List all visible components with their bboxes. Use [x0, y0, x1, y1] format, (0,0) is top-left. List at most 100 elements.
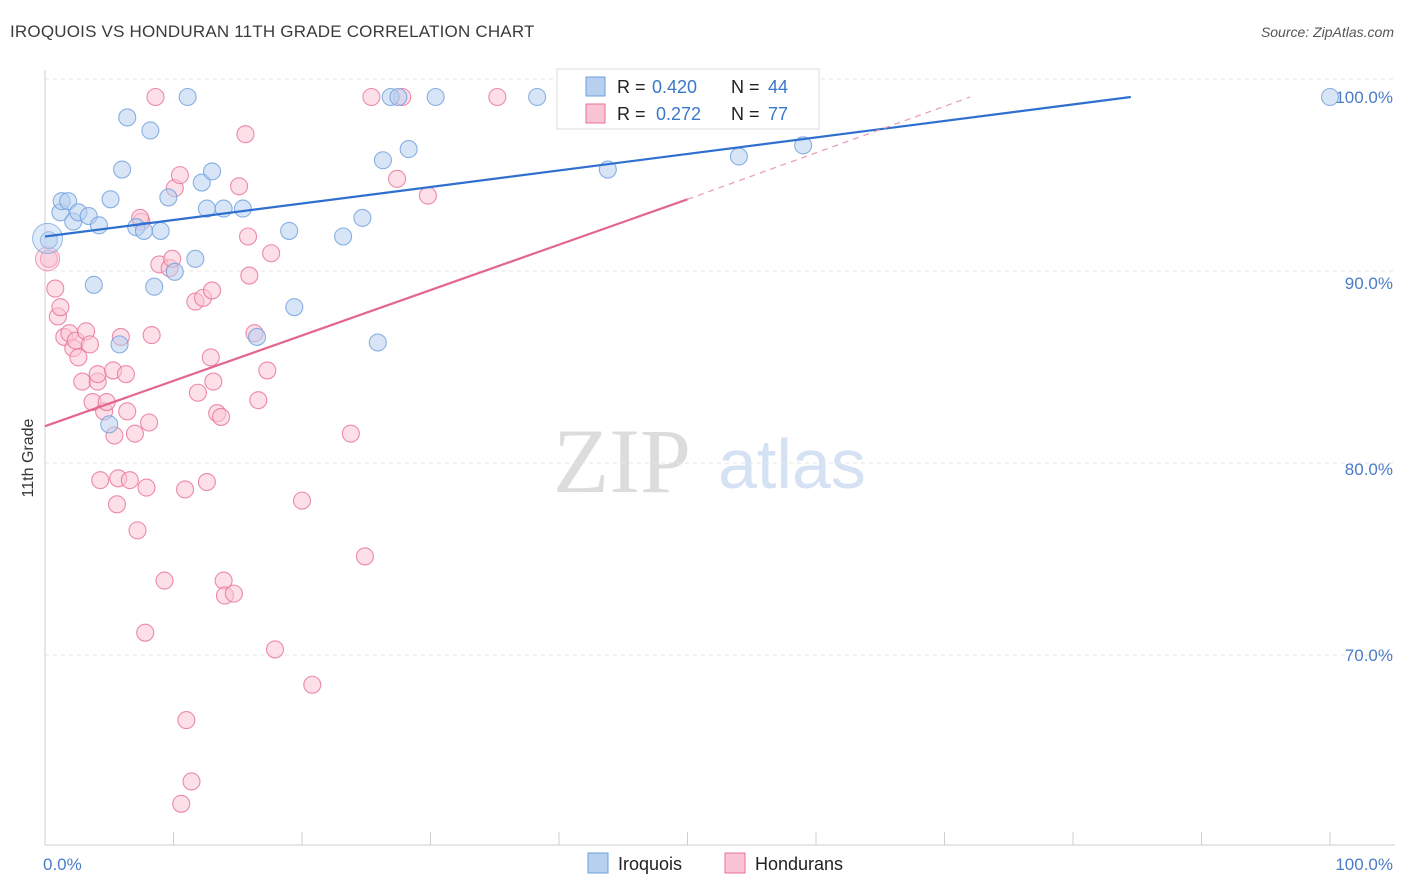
hondurans-point-44 — [188, 383, 207, 402]
hondurans-point-57 — [240, 266, 259, 285]
hondurans-point-55 — [229, 177, 249, 196]
legend-r-value-iroquois: 0.420 — [652, 77, 697, 97]
hondurans-point-67 — [355, 547, 375, 566]
legend-n-label-hondurans: N = — [731, 104, 760, 124]
iroquois-point-17 — [145, 277, 164, 296]
x-ticks — [44, 832, 1331, 845]
hondurans-point-58 — [238, 227, 258, 246]
hondurans-point-48 — [203, 281, 222, 300]
x-tick-label-max: 100.0% — [1335, 855, 1393, 874]
legend-r-label-iroquois: R = — [617, 77, 646, 97]
iroquois-point-30 — [285, 298, 304, 317]
iroquois-point-31 — [334, 227, 353, 246]
iroquois-point-16 — [141, 121, 160, 140]
iroquois-point-22 — [186, 249, 205, 268]
hondurans-point-69 — [388, 169, 407, 188]
trend-lines — [44, 95, 1131, 428]
hondurans-point-14 — [88, 365, 107, 384]
y-tick-label-100: 100.0% — [1335, 88, 1393, 107]
iroquois-point-27 — [233, 199, 252, 218]
iroquois-point-36 — [389, 87, 408, 107]
chart-title: IROQUOIS VS HONDURAN 11TH GRADE CORRELAT… — [10, 22, 535, 41]
legend-n-label-iroquois: N = — [731, 77, 760, 97]
legend-n-value-iroquois: 44 — [768, 77, 788, 97]
y-axis-label: 11th Grade — [20, 418, 37, 497]
hondurans-point-27 — [128, 521, 147, 540]
iroquois-point-33 — [368, 333, 387, 352]
iroquois-point-29 — [280, 221, 299, 240]
hondurans-point-42 — [182, 772, 201, 791]
hondurans-point-51 — [211, 407, 231, 426]
watermark-atlas: atlas — [718, 425, 866, 503]
iroquois-point-12 — [113, 160, 132, 179]
x-tick-label-min: 0.0% — [43, 855, 82, 874]
watermark-zip: ZIP — [553, 410, 691, 512]
iroquois-point-7 — [84, 275, 103, 294]
hondurans-point-32 — [142, 326, 161, 345]
hondurans-point-24 — [118, 402, 137, 421]
legend-r-value-hondurans: 0.272 — [656, 104, 701, 124]
hondurans-point-61 — [258, 361, 277, 380]
iroquois-point-43 — [1320, 87, 1340, 107]
hondurans-point-9 — [73, 372, 92, 391]
iroquois-point-39 — [528, 87, 547, 107]
hondurans-point-39 — [172, 794, 191, 813]
hondurans-point-8 — [69, 348, 88, 367]
iroquois-point-25 — [203, 162, 222, 181]
trend-line-iroquois — [44, 95, 1131, 238]
hondurans-point-62 — [262, 244, 281, 263]
iroquois-point-18 — [151, 221, 170, 240]
iroquois-point-13 — [118, 108, 137, 127]
y-tick-label-70: 70.0% — [1345, 646, 1393, 665]
hondurans-point-40 — [176, 480, 195, 499]
hondurans-point-26 — [125, 424, 144, 443]
legend-bottom: Iroquois Hondurans — [587, 852, 843, 874]
iroquois-point-20 — [165, 262, 184, 281]
iroquois-point-41 — [729, 147, 748, 166]
trend-line-hondurans — [44, 198, 688, 428]
iroquois-point-37 — [399, 140, 418, 159]
legend-bottom-label-hondurans: Hondurans — [755, 854, 843, 874]
iroquois-point-9 — [101, 190, 120, 209]
hondurans-point-1 — [46, 279, 65, 298]
legend-swatch-hondurans — [585, 103, 606, 124]
iroquois-point-23 — [192, 173, 211, 192]
hondurans-point-20 — [107, 495, 127, 514]
hondurans-point-46 — [197, 472, 216, 492]
hondurans-point-29 — [136, 623, 155, 642]
iroquois-point-34 — [373, 151, 393, 170]
iroquois-point-19 — [159, 188, 178, 207]
axes — [44, 70, 1395, 846]
iroquois-point-3 — [59, 192, 78, 211]
hondurans-point-47 — [201, 348, 220, 367]
hondurans-point-25 — [120, 471, 139, 490]
hondurans-point-35 — [155, 571, 174, 590]
hondurans-point-71 — [418, 186, 437, 205]
hondurans-point-41 — [177, 711, 196, 730]
iroquois-point-10 — [100, 415, 119, 434]
iroquois-cluster-point — [32, 222, 64, 254]
hondurans-point-66 — [341, 424, 360, 443]
legend-r-label-hondurans: R = — [617, 104, 646, 124]
gridlines — [45, 78, 1395, 656]
legend-bottom-swatch-hondurans — [724, 852, 746, 874]
legend-top: R = 0.420 N = 44 R = 0.272 N = 77 — [556, 68, 820, 130]
source-label: Source: ZipAtlas.com — [1260, 24, 1394, 40]
hondurans-point-72 — [488, 87, 507, 107]
hondurans-point-11 — [80, 335, 100, 354]
y-tick-label-80: 80.0% — [1345, 460, 1393, 479]
hondurans-point-23 — [116, 365, 136, 384]
legend-bottom-swatch-iroquois — [587, 852, 609, 874]
iroquois-point-38 — [426, 87, 445, 107]
hondurans-point-3 — [51, 298, 70, 317]
watermark: ZIP atlas — [553, 410, 866, 512]
iroquois-point-42 — [794, 136, 813, 155]
hondurans-point-54 — [224, 584, 243, 603]
hondurans-point-31 — [140, 413, 159, 432]
y-tick-label-90: 90.0% — [1345, 274, 1393, 293]
hondurans-point-64 — [292, 491, 312, 510]
hondurans-point-15 — [91, 471, 110, 490]
hondurans-point-0 — [39, 249, 58, 268]
hondurans-point-56 — [236, 125, 255, 144]
y-tick-labels: 70.0% 80.0% 90.0% 100.0% — [1335, 88, 1393, 665]
